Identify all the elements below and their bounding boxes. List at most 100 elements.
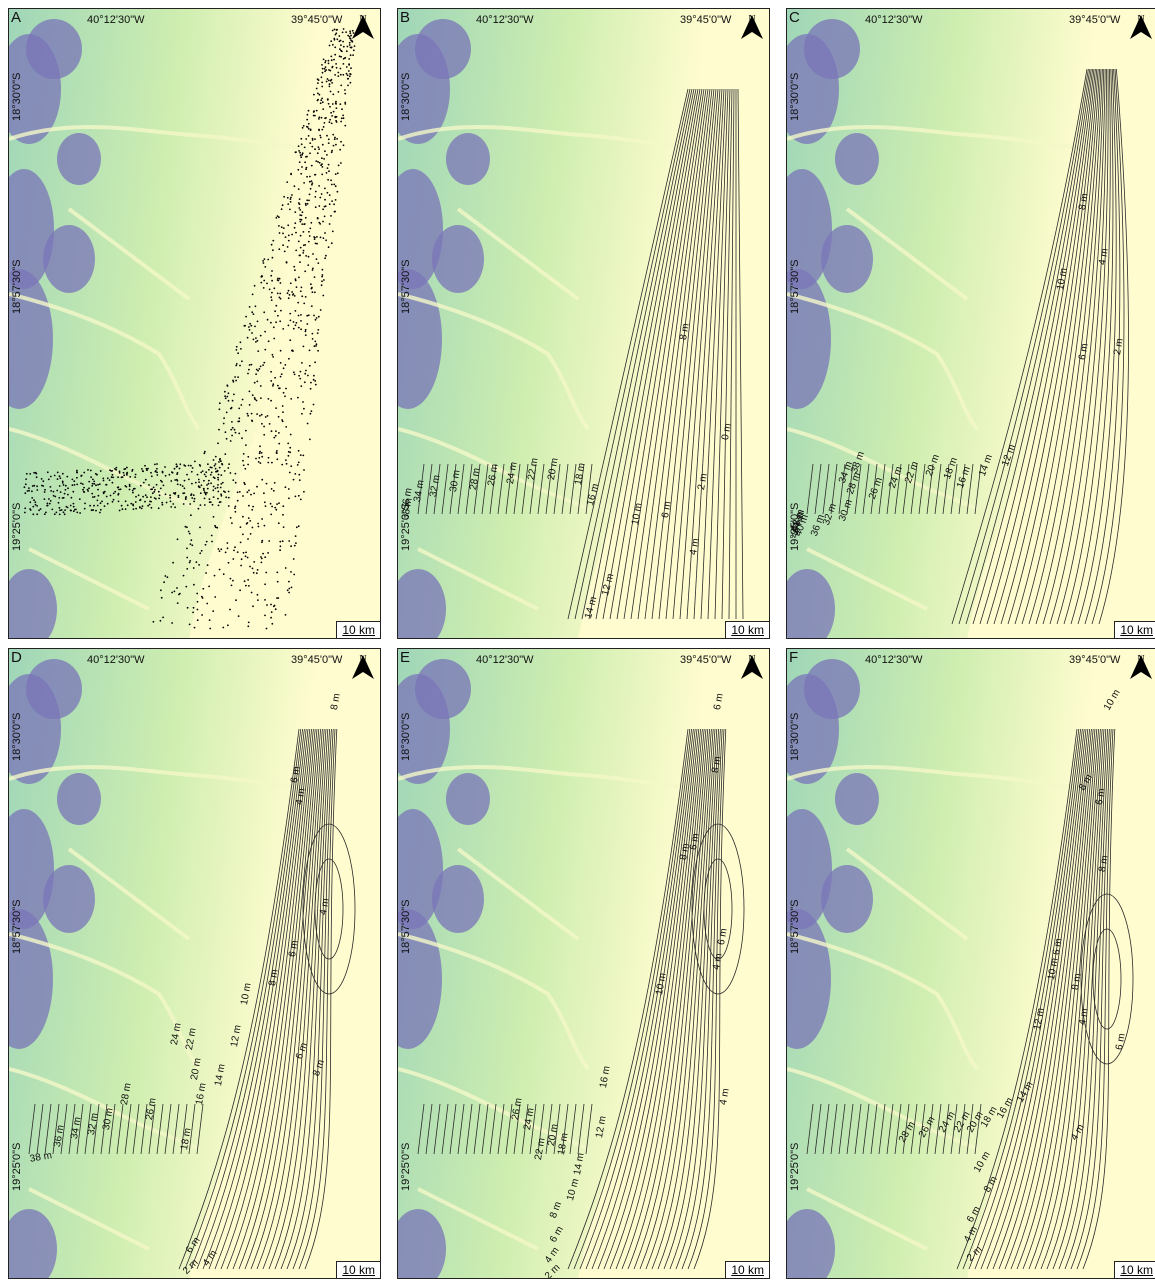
highland-area xyxy=(9,809,54,929)
river xyxy=(456,207,580,301)
latitude-label: 19°25'0"S xyxy=(11,1142,23,1191)
panel-letter: F xyxy=(789,649,799,666)
highland-area xyxy=(9,169,54,289)
longitude-label: 39°45'0"W xyxy=(680,14,732,26)
river xyxy=(9,125,310,151)
highland-area xyxy=(787,569,835,638)
longitude-label: 39°45'0"W xyxy=(1069,654,1121,666)
river xyxy=(67,847,191,941)
latitude-label: 18°57'30"S xyxy=(11,259,23,314)
river xyxy=(787,292,979,431)
highland-area xyxy=(787,809,832,929)
river xyxy=(456,847,580,941)
river xyxy=(9,292,201,431)
highland-area xyxy=(57,133,101,185)
latitude-label: 18°30'0"S xyxy=(11,712,23,761)
scale-bar: 10 km xyxy=(725,1261,769,1278)
coastal-plain xyxy=(189,9,380,638)
latitude-label: 18°30'0"S xyxy=(11,72,23,121)
highland-area xyxy=(446,773,490,825)
highland-area xyxy=(398,809,443,929)
north-arrow: N xyxy=(352,15,374,49)
panel-letter: A xyxy=(11,9,22,26)
scale-bar: 10 km xyxy=(1114,1261,1155,1278)
river xyxy=(787,427,978,511)
highland-area xyxy=(26,19,82,79)
river xyxy=(398,932,590,1071)
coastal-plain xyxy=(578,649,769,1278)
longitude-label: 39°45'0"W xyxy=(680,654,732,666)
contour-lines xyxy=(417,728,745,1270)
highland-area xyxy=(415,19,471,79)
scale-bar: 10 km xyxy=(1114,621,1155,638)
north-arrow-icon xyxy=(1130,15,1152,39)
latitude-label: 18°30'0"S xyxy=(400,72,412,121)
river xyxy=(28,547,150,611)
north-arrow: N xyxy=(741,15,763,49)
north-arrow: N xyxy=(1130,15,1152,49)
north-arrow: N xyxy=(352,655,374,689)
contour-lines xyxy=(28,728,356,1270)
river xyxy=(787,125,1088,151)
highland-area xyxy=(9,569,57,638)
north-arrow-icon xyxy=(352,655,374,679)
highland-area xyxy=(821,225,873,293)
north-arrow: N xyxy=(741,655,763,689)
longitude-label: 40°12'30"W xyxy=(87,14,145,26)
map-canvas xyxy=(787,649,1155,1278)
map-panel-d: D 40°12'30"W 39°45'0"W 18°30'0"S 18°57'30"S 1… xyxy=(8,648,381,1279)
latitude-label: 18°57'30"S xyxy=(789,899,801,954)
longitude-label: 40°12'30"W xyxy=(865,654,923,666)
highland-area xyxy=(398,1209,446,1278)
river xyxy=(9,427,200,511)
river xyxy=(787,932,979,1071)
highland-area xyxy=(432,865,484,933)
river xyxy=(845,847,969,941)
map-panel-f: F 40°12'30"W 39°45'0"W 18°30'0"S 18°57'30"S 1… xyxy=(786,648,1155,1279)
north-arrow-icon xyxy=(352,15,374,39)
highland-area xyxy=(398,569,446,638)
longitude-label: 39°45'0"W xyxy=(291,654,343,666)
river xyxy=(67,207,191,301)
latitude-label: 19°25'0"S xyxy=(11,502,23,551)
latitude-label: 18°57'30"S xyxy=(789,259,801,314)
river xyxy=(417,547,539,611)
river xyxy=(398,1067,589,1151)
contour-lines xyxy=(417,88,744,620)
river xyxy=(806,1187,928,1251)
latitude-label: 18°30'0"S xyxy=(789,72,801,121)
river xyxy=(398,125,699,151)
coastal-plain xyxy=(578,9,769,638)
north-arrow-icon xyxy=(741,15,763,39)
river xyxy=(9,932,201,1071)
map-canvas xyxy=(398,9,769,638)
map-panel-c: C 40°12'30"W 39°45'0"W 18°30'0"S 18°57'30"S 1… xyxy=(786,8,1155,639)
river xyxy=(398,292,590,431)
longitude-label: 40°12'30"W xyxy=(865,14,923,26)
scale-bar: 10 km xyxy=(725,621,769,638)
longitude-label: 39°45'0"W xyxy=(291,14,343,26)
sample-points xyxy=(23,28,356,630)
latitude-label: 18°57'30"S xyxy=(11,899,23,954)
river xyxy=(806,547,928,611)
longitude-label: 40°12'30"W xyxy=(476,654,534,666)
contour-lines xyxy=(806,728,1134,1270)
latitude-label: 19°25'0"S xyxy=(789,1142,801,1191)
panel-letter: B xyxy=(400,9,411,26)
longitude-label: 39°45'0"W xyxy=(1069,14,1121,26)
highland-area xyxy=(787,1209,835,1278)
coastal-plain xyxy=(189,649,380,1278)
longitude-label: 40°12'30"W xyxy=(87,654,145,666)
river xyxy=(9,765,310,791)
highland-area xyxy=(821,865,873,933)
river xyxy=(398,765,699,791)
highland-area xyxy=(446,133,490,185)
river xyxy=(398,427,589,511)
map-canvas xyxy=(9,9,380,638)
map-panel-a: A 40°12'30"W 39°45'0"W 18°30'0"S 18°57'30"S 1… xyxy=(8,8,381,639)
highland-area xyxy=(26,659,82,719)
north-arrow-icon xyxy=(741,655,763,679)
scale-bar: 10 km xyxy=(336,621,380,638)
river xyxy=(9,1067,200,1151)
river xyxy=(787,1067,978,1151)
